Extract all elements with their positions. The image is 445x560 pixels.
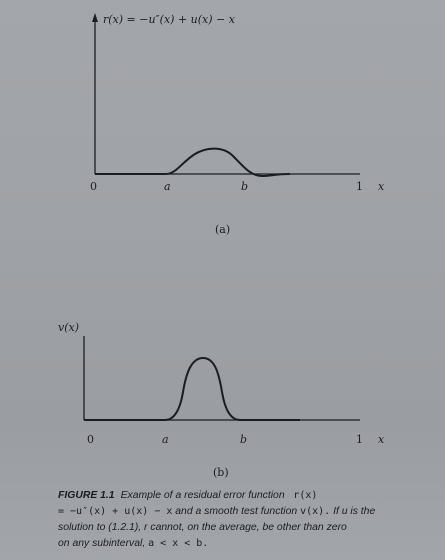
caption-line1-math: r(x) — [293, 490, 318, 501]
caption-line-3: solution to (1.2.1), r cannot, on the av… — [58, 522, 347, 533]
panel-b-x-label: x — [378, 433, 385, 446]
panel-a-tick-1: 1 — [356, 180, 363, 193]
panel-b-tick-b: b — [240, 433, 247, 446]
figure-caption: FIGURE 1.1 Example of a residual error fu… — [58, 488, 442, 552]
panel-a-caption-label: (a) — [215, 223, 230, 236]
panel-b-test-function-curve — [84, 356, 300, 421]
caption-line4-math: a < x < b. — [148, 538, 209, 549]
caption-line2-math-b: v(x). — [300, 506, 331, 517]
figure-number: FIGURE 1.1 — [58, 490, 115, 501]
caption-line2-text-b: If u is the — [333, 506, 376, 517]
caption-line-4: on any subinterval, a < x < b. — [58, 536, 442, 552]
panel-b-y-label: v(x) — [58, 321, 79, 334]
caption-line-2: = −u″(x) + u(x) − x and a smooth test fu… — [58, 504, 442, 520]
panel-b-tick-a: a — [162, 433, 169, 446]
panel-a-y-label: r(x) = −u″(x) + u(x) − x — [103, 13, 236, 26]
panel-a-y-axis-arrow — [92, 13, 98, 22]
panel-a-tick-0: 0 — [90, 180, 97, 193]
figure-graphics: r(x) = −u″(x) + u(x) − x 0 a b 1 x (a) v… — [58, 13, 385, 479]
panel-a-residual-curve — [95, 147, 291, 178]
caption-line-1: FIGURE 1.1 Example of a residual error fu… — [58, 488, 442, 504]
caption-line2-math-a: = −u″(x) + u(x) − x — [58, 506, 173, 517]
panel-b-caption-label: (b) — [213, 466, 229, 479]
caption-line2-text-a: and a smooth test function — [175, 506, 298, 517]
caption-line1-text: Example of a residual error function — [120, 490, 285, 501]
panel-a-x-label: x — [378, 180, 385, 193]
panel-a-tick-b: b — [241, 180, 248, 193]
panel-b-tick-1: 1 — [356, 433, 363, 446]
panel-b-tick-0: 0 — [87, 433, 94, 446]
caption-line4-text: on any subinterval, — [58, 538, 146, 549]
panel-a-tick-a: a — [164, 180, 171, 193]
